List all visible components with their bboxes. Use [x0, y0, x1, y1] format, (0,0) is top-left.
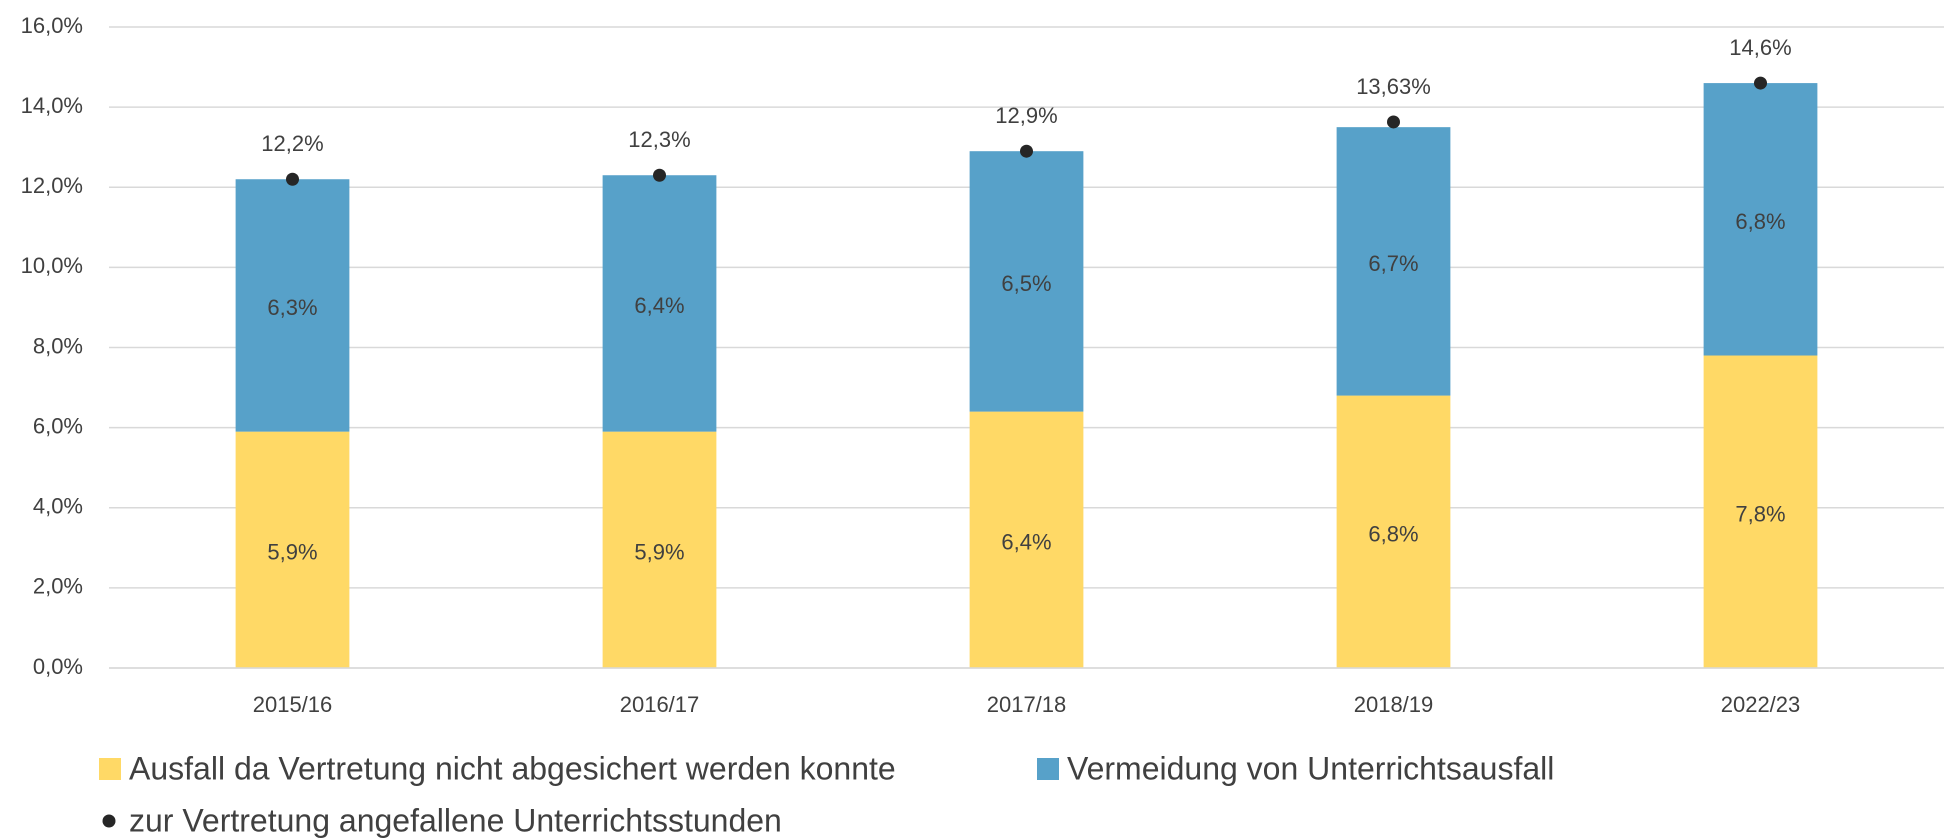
value-label: 5,9%	[267, 540, 317, 565]
y-tick-label: 2,0%	[33, 574, 83, 599]
y-tick-label: 6,0%	[33, 413, 83, 438]
value-label: 6,4%	[634, 293, 684, 318]
y-tick-label: 14,0%	[21, 93, 83, 118]
legend-marker	[102, 814, 116, 828]
legend-marker	[1037, 758, 1059, 780]
value-label: 14,6%	[1729, 35, 1791, 60]
value-label: 5,9%	[634, 540, 684, 565]
dot	[286, 172, 299, 186]
x-tick-label: 2022/23	[1721, 692, 1801, 717]
value-label: 6,8%	[1368, 522, 1418, 547]
y-tick-label: 4,0%	[33, 494, 83, 519]
y-tick-label: 0,0%	[33, 654, 83, 679]
value-label: 12,2%	[261, 131, 323, 156]
bar-segment	[235, 431, 350, 668]
value-label: 12,3%	[628, 127, 690, 152]
y-tick-label: 16,0%	[21, 13, 83, 38]
value-label: 7,8%	[1735, 502, 1785, 527]
y-tick-label: 10,0%	[21, 253, 83, 278]
bar-segment	[1703, 355, 1818, 668]
bar-segment	[602, 431, 717, 668]
y-tick-label: 12,0%	[21, 173, 83, 198]
bar-segment	[969, 411, 1084, 668]
value-label: 6,5%	[1001, 271, 1051, 296]
dot	[1754, 76, 1767, 90]
dot	[1020, 144, 1033, 158]
legend-label: Vermeidung von Unterrichtsausfall	[1067, 750, 1554, 786]
value-label: 6,3%	[267, 295, 317, 320]
bar-segment	[602, 175, 717, 432]
x-tick-label: 2016/17	[620, 692, 700, 717]
x-tick-label: 2018/19	[1354, 692, 1434, 717]
bar-segment	[1703, 83, 1818, 356]
bar-segment	[235, 179, 350, 432]
value-label: 6,4%	[1001, 530, 1051, 555]
bar-segment	[1336, 395, 1451, 668]
value-label: 12,9%	[995, 103, 1057, 128]
dot	[653, 168, 666, 182]
legend-marker	[99, 758, 121, 780]
legend-label: zur Vertretung angefallene Unterrichtsst…	[129, 802, 782, 838]
y-tick-label: 8,0%	[33, 333, 83, 358]
legend-label: Ausfall da Vertretung nicht abgesichert …	[129, 750, 896, 786]
value-label: 13,63%	[1356, 74, 1431, 99]
x-tick-label: 2015/16	[253, 692, 333, 717]
bar-segment	[969, 151, 1084, 412]
dot	[1387, 115, 1400, 129]
value-label: 6,7%	[1368, 251, 1418, 276]
value-label: 6,8%	[1735, 209, 1785, 234]
x-tick-label: 2017/18	[987, 692, 1067, 717]
bar-segment	[1336, 127, 1451, 396]
